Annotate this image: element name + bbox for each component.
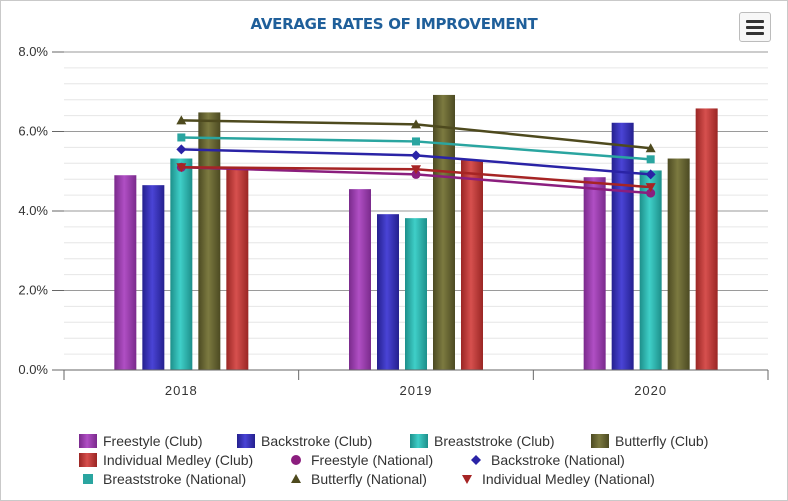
legend-label: Backstroke (National) xyxy=(491,452,625,468)
legend-symbol-icon xyxy=(237,434,255,448)
point-freestyle-national-2019[interactable] xyxy=(411,169,421,179)
point-breaststroke-national-2019[interactable] xyxy=(412,137,420,146)
legend-label: Breaststroke (Club) xyxy=(434,433,555,449)
point-freestyle-national-2020[interactable] xyxy=(646,188,656,198)
point-butterfly-national-2019[interactable] xyxy=(411,119,421,129)
bar-breaststroke-club-2019[interactable] xyxy=(405,218,427,370)
point-butterfly-national-2018[interactable] xyxy=(176,115,187,125)
hamburger-menu-icon xyxy=(746,32,764,35)
chart-title: AVERAGE RATES OF IMPROVEMENT xyxy=(250,15,538,33)
point-backstroke-national-2018[interactable] xyxy=(176,144,187,155)
bar-backstroke-club-2018[interactable] xyxy=(142,185,165,370)
point-backstroke-national-2019[interactable] xyxy=(411,150,421,161)
y-tick-label: 4.0% xyxy=(18,203,48,218)
hamburger-menu-icon xyxy=(746,20,764,23)
chart-menu-button[interactable] xyxy=(739,12,771,42)
bar-butterfly-club-2020[interactable] xyxy=(667,158,690,370)
legend-label: Freestyle (Club) xyxy=(103,433,203,449)
point-individual-medley-national-2020[interactable] xyxy=(645,183,656,193)
legend-label: Individual Medley (National) xyxy=(482,471,655,487)
y-tick-label: 2.0% xyxy=(18,283,48,298)
y-tick-label: 0.0% xyxy=(18,362,48,377)
bar-backstroke-club-2020[interactable] xyxy=(611,122,634,370)
legend-label: Backstroke (Club) xyxy=(261,433,373,449)
x-tick-label: 2018 xyxy=(165,383,198,398)
legend-symbol-icon xyxy=(287,472,305,486)
legend-label: Butterfly (National) xyxy=(311,471,427,487)
legend-item-freestyle-club[interactable]: Freestyle (Club) xyxy=(79,433,203,449)
point-butterfly-national-2020[interactable] xyxy=(645,143,656,153)
legend-symbol-icon xyxy=(79,472,97,486)
legend-label: Breaststroke (National) xyxy=(103,471,247,487)
y-tick-label: 6.0% xyxy=(18,124,48,139)
legend-item-individual-medley-national[interactable]: Individual Medley (National) xyxy=(458,471,655,487)
legend-symbol-icon xyxy=(79,434,97,448)
legend-symbol-icon xyxy=(287,453,305,467)
hamburger-menu-icon xyxy=(746,26,764,29)
legend-item-backstroke-club[interactable]: Backstroke (Club) xyxy=(237,433,372,449)
legend-symbol-icon xyxy=(79,453,97,467)
bar-breaststroke-club-2020[interactable] xyxy=(639,170,662,370)
point-individual-medley-national-2019[interactable] xyxy=(411,165,421,175)
point-breaststroke-national-2018[interactable] xyxy=(177,133,186,142)
x-tick-label: 2019 xyxy=(400,383,433,398)
legend-symbol-icon xyxy=(467,453,485,467)
bar-freestyle-club-2019[interactable] xyxy=(349,189,371,370)
bar-breaststroke-club-2018[interactable] xyxy=(170,158,193,370)
bar-backstroke-club-2019[interactable] xyxy=(377,214,399,370)
bar-freestyle-club-2020[interactable] xyxy=(583,177,606,370)
legend-symbol-icon xyxy=(591,434,609,448)
legend-symbol-icon xyxy=(410,434,428,448)
bar-butterfly-club-2018[interactable] xyxy=(198,112,221,371)
legend-item-individual-medley-club[interactable]: Individual Medley (Club) xyxy=(79,452,253,468)
legend-item-backstroke-national[interactable]: Backstroke (National) xyxy=(467,452,625,468)
legend-item-breaststroke-club[interactable]: Breaststroke (Club) xyxy=(410,433,555,449)
bar-freestyle-club-2018[interactable] xyxy=(114,175,137,370)
legend-item-freestyle-national[interactable]: Freestyle (National) xyxy=(287,452,433,468)
point-individual-medley-national-2018[interactable] xyxy=(176,163,187,173)
legend-label: Freestyle (National) xyxy=(311,452,434,468)
x-tick-label: 2020 xyxy=(634,383,667,398)
point-breaststroke-national-2020[interactable] xyxy=(646,155,655,164)
legend-label: Individual Medley (Club) xyxy=(103,452,254,468)
plot-area: 0.0% 2.0% 4.0% 6.0% 8.0% 2018 2019 2020 xyxy=(18,44,769,398)
bar-individual-medley-club-2019[interactable] xyxy=(461,160,483,370)
bar-individual-medley-club-2018[interactable] xyxy=(226,168,249,370)
point-backstroke-national-2020[interactable] xyxy=(645,169,656,180)
legend-symbol-icon xyxy=(458,472,476,486)
legend-item-butterfly-national[interactable]: Butterfly (National) xyxy=(287,471,427,487)
legend-label: Butterfly (Club) xyxy=(615,433,709,449)
bar-butterfly-club-2019[interactable] xyxy=(433,94,455,371)
bar-individual-medley-club-2020[interactable] xyxy=(695,108,718,370)
legend-item-butterfly-club[interactable]: Butterfly (Club) xyxy=(591,433,708,449)
y-tick-label: 8.0% xyxy=(18,44,48,59)
legend-item-breaststroke-national[interactable]: Breaststroke (National) xyxy=(79,471,246,487)
